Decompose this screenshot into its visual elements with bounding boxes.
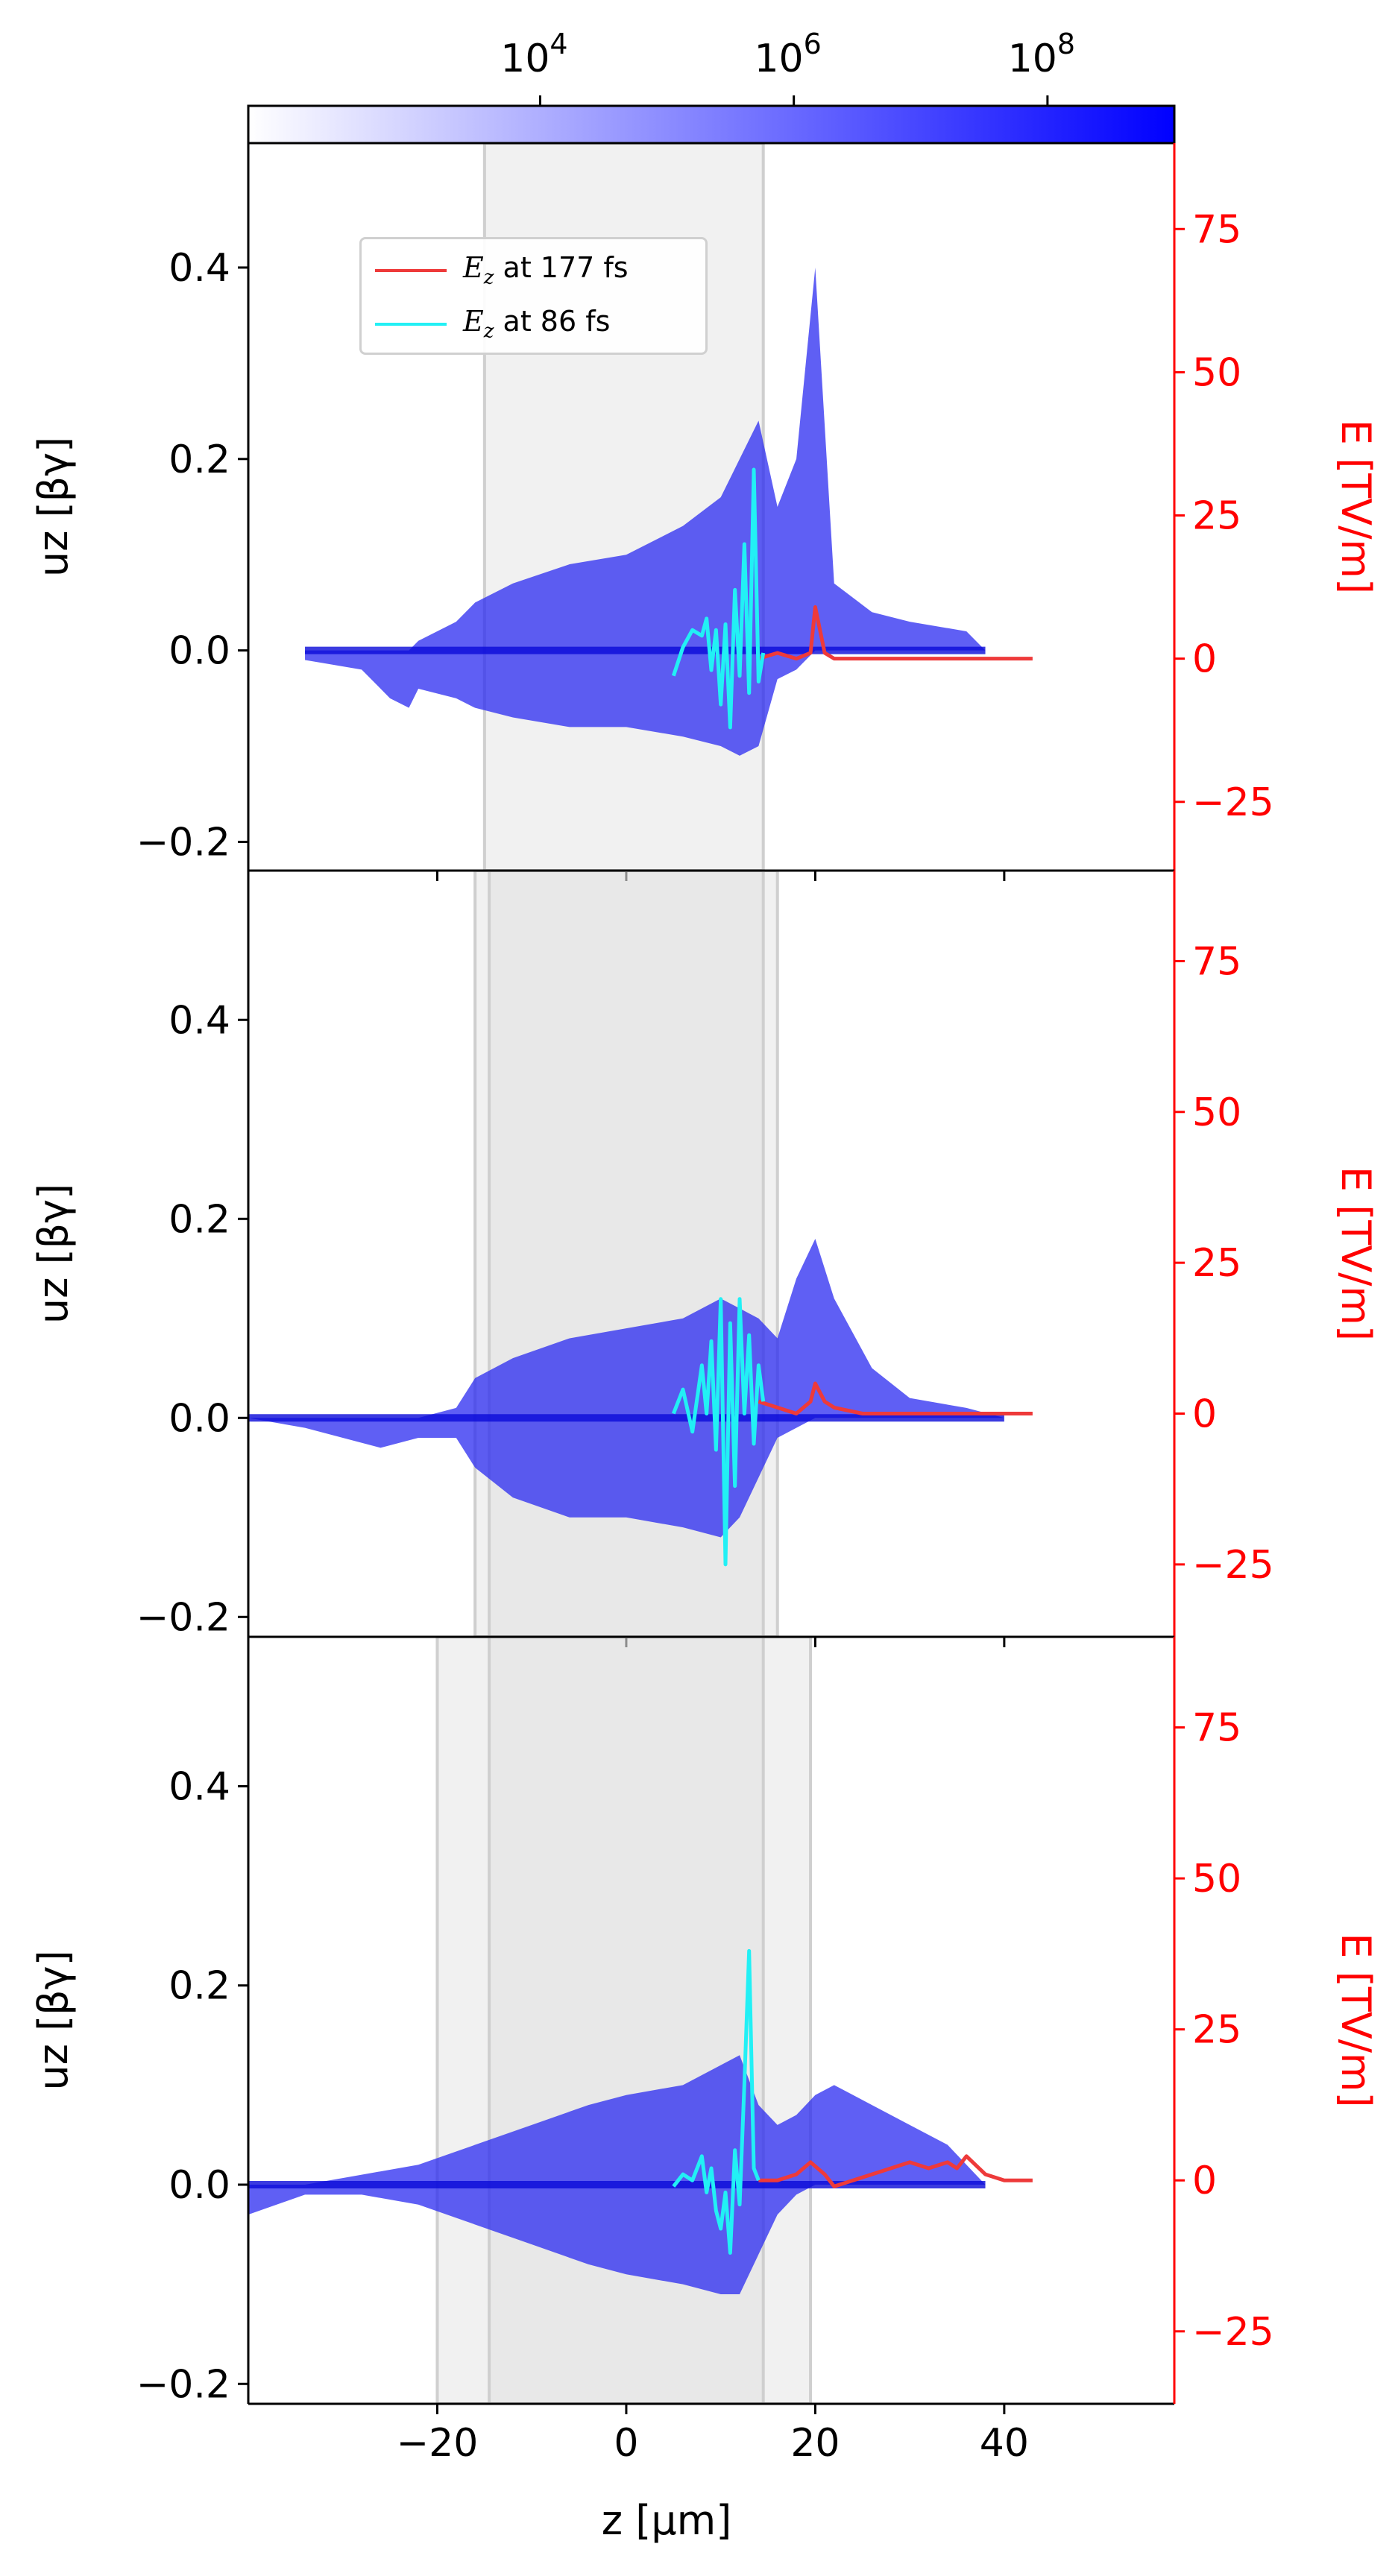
colorbar-tick-exponent: 8 [1057, 28, 1075, 60]
y-left-tick-label: 0.2 [169, 438, 230, 482]
y-right-tick-label: 0 [1192, 637, 1217, 682]
x-tick-label: 20 [790, 2421, 840, 2466]
x-tick-label: −20 [397, 2421, 479, 2466]
y-left-tick-label: −0.2 [136, 2362, 230, 2407]
panel-middle: −0.2 0.0 0.2 0.4 −25 0 25 50 75 uz [βγ] E [TV/m] [30, 869, 1379, 1647]
y-left-tick-label: −0.2 [136, 820, 230, 865]
y-left-tick-label: 0.4 [169, 998, 230, 1043]
y-right-tick-label: 25 [1192, 494, 1241, 539]
colorbar-tick-base: 10 [754, 37, 803, 81]
y-left-axis-title: uz [βγ] [30, 1950, 77, 2090]
plot-area [248, 871, 1033, 1637]
legend-label-ez-177: Ez at 177 fs [463, 251, 629, 289]
legend-item-ez-86: Ez at 86 fs [362, 302, 705, 347]
colorbar-tick-base: 10 [1008, 37, 1057, 81]
y-right-tick-label: 25 [1192, 2008, 1241, 2053]
ez-86fs-line [672, 1948, 761, 2255]
y-right-axis-title: E [TV/m] [1332, 1933, 1379, 2107]
y-right-tick-label: 75 [1192, 1706, 1241, 1751]
legend: Ez at 177 fs Ez at 86 fs [359, 237, 708, 355]
particle-distribution [248, 2055, 986, 2294]
particle-distribution [305, 267, 986, 756]
y-right-tick-label: 50 [1192, 1090, 1241, 1135]
legend-label-ez-86: Ez at 86 fs [463, 305, 611, 343]
y-right-tick-label: 75 [1192, 939, 1241, 984]
y-left-axis-title: uz [βγ] [30, 437, 77, 577]
y-right-tick-label: 25 [1192, 1241, 1241, 1286]
y-left-tick-label: 0.4 [169, 246, 230, 291]
y-left-tick-label: 0.2 [169, 1197, 230, 1242]
y-left-tick-label: 0.4 [169, 1764, 230, 1809]
colorbar-tick-exponent: 6 [804, 28, 822, 60]
y-right-tick-label: 50 [1192, 1857, 1241, 1901]
x-tick-label: 0 [614, 2421, 638, 2466]
y-left-tick-label: −0.2 [136, 1595, 230, 1640]
colorbar-gradient [247, 104, 1176, 145]
ez-177fs-line [758, 1381, 1033, 1415]
y-right-tick-label: −25 [1192, 1543, 1274, 1588]
legend-item-ez-177: Ez at 177 fs [362, 248, 705, 293]
panel-bottom: −0.2 0.0 0.2 0.4 −25 0 25 50 75 −20 0 20 40 uz [βγ] E … [30, 1635, 1379, 2466]
y-left-tick-label: 0.0 [169, 1396, 230, 1441]
y-right-tick-label: 0 [1192, 1392, 1217, 1437]
y-left-tick-label: 0.2 [169, 1964, 230, 2009]
plot-area [248, 1637, 1033, 2404]
colorbar-tick-label: 108 [1008, 28, 1075, 81]
y-right-tick-label: −25 [1192, 2310, 1274, 2355]
y-right-tick-label: −25 [1192, 780, 1274, 825]
colorbar-tick-label: 104 [500, 28, 567, 81]
y-right-tick-label: 0 [1192, 2159, 1217, 2203]
particle-distribution [248, 1238, 1004, 1538]
colorbar-tick-label: 106 [754, 28, 821, 81]
colorbar-tick-base: 10 [500, 37, 550, 81]
legend-swatch-ez-177 [375, 269, 447, 272]
legend-swatch-ez-86 [375, 323, 447, 326]
y-left-axis-title: uz [βγ] [30, 1184, 77, 1324]
colorbar-tick-exponent: 4 [550, 28, 567, 60]
y-left-tick-label: 0.0 [169, 629, 230, 674]
colorbar: 104 106 108 [247, 28, 1176, 145]
colorbar-ticks: 104 106 108 [500, 28, 1075, 106]
x-axis-title: z [μm] [602, 2497, 732, 2544]
y-left-tick-label: 0.0 [169, 2163, 230, 2208]
x-tick-label: 40 [980, 2421, 1029, 2466]
y-right-axis-title: E [TV/m] [1332, 420, 1379, 594]
ez-177fs-line [758, 604, 1033, 661]
ez-177fs-line [758, 2154, 1033, 2188]
ez-86fs-line [671, 1297, 766, 1567]
y-right-axis-title: E [TV/m] [1332, 1167, 1379, 1341]
y-right-tick-label: 50 [1192, 350, 1241, 395]
ez-86fs-line [671, 467, 766, 730]
y-right-tick-label: 75 [1192, 207, 1241, 252]
